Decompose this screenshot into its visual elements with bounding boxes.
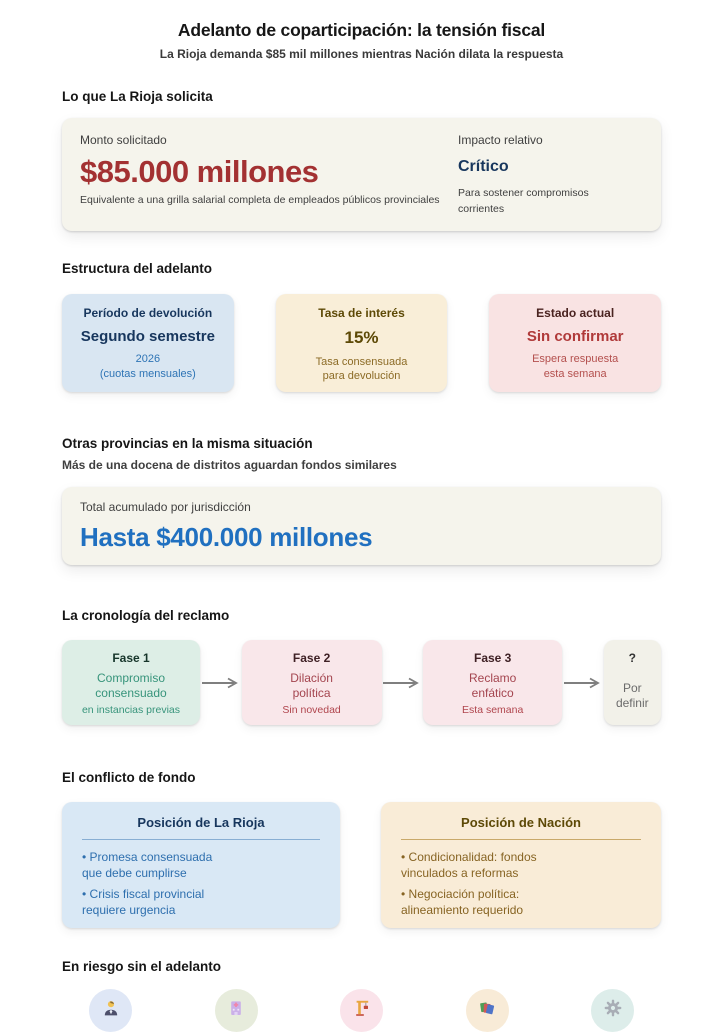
phase-title: Fase 3	[474, 651, 512, 666]
phase-note: en instancias previas	[81, 703, 181, 716]
phase-line: consensuado	[95, 686, 167, 701]
phase-line: definir	[615, 696, 649, 711]
impact-value: Crítico	[458, 158, 509, 176]
phase-line: política	[292, 686, 331, 701]
phase-title: Fase 1	[112, 651, 150, 666]
gear-icon	[603, 998, 623, 1023]
books-icon	[477, 998, 497, 1023]
timeline-arrow-icon	[562, 640, 604, 725]
structure-cards-row: Período de devolución Segundo semestre 2…	[62, 293, 662, 393]
timeline-phase-3: Fase 3 Reclamo enfático Esta semana	[423, 640, 563, 725]
amount-note: Equivalente a una grilla salarial comple…	[80, 193, 440, 206]
phase-line: Por	[622, 680, 642, 695]
bullet-line: • Negociación política:	[401, 887, 520, 902]
bullet-line: • Promesa consensuada	[82, 850, 213, 865]
bullet-line: • Condicionalidad: fondos	[401, 850, 537, 865]
card-title: Estado actual	[536, 305, 615, 320]
card-detail: (cuotas mensuales)	[99, 367, 196, 380]
page-title: Adelanto de coparticipación: la tensión …	[177, 20, 546, 40]
divider	[82, 839, 320, 841]
section-heading-timeline: La cronología del reclamo	[62, 608, 230, 624]
provinces-subheading: Más de una docena de distritos aguardan …	[62, 458, 397, 473]
hospital-icon	[226, 998, 246, 1023]
phase-line: Reclamo	[469, 670, 517, 685]
bullet-line: • Crisis fiscal provincial	[82, 887, 205, 902]
phase-line: Dilación	[290, 670, 333, 685]
card-detail: esta semana	[543, 367, 607, 380]
position-title: Posición de La Rioja	[137, 815, 265, 831]
timeline-arrow-icon	[200, 640, 242, 725]
construction-crane-icon	[352, 998, 372, 1023]
amount-value: $85.000 millones	[80, 154, 319, 190]
request-impact-block: Impacto relativo Crítico Para sostener c…	[458, 134, 643, 217]
timeline-row: Fase 1 Compromiso consensuado en instanc…	[62, 640, 661, 725]
bullet-line: requiere urgencia	[82, 903, 176, 918]
risk-circle-public-works	[340, 989, 383, 1032]
position-bullet: • Crisis fiscal provincial requiere urge…	[82, 886, 320, 918]
card-title: Tasa de interés	[318, 305, 405, 320]
position-bullet: • Promesa consensuada que debe cumplirse	[82, 849, 320, 881]
structure-card-estado: Estado actual Sin confirmar Espera respu…	[489, 293, 662, 393]
card-title: Período de devolución	[83, 305, 213, 320]
card-detail: Tasa consensuada	[315, 355, 408, 368]
card-detail: para devolución	[322, 369, 401, 382]
card-value: 15%	[344, 328, 379, 348]
position-title: Posición de Nación	[461, 815, 581, 831]
impact-note: Para sostener compromisos corrientes	[458, 187, 589, 216]
timeline-phase-2: Fase 2 Dilación política Sin novedad	[241, 640, 382, 725]
section-heading-risk: En riesgo sin el adelanto	[62, 959, 222, 975]
office-worker-icon	[101, 998, 121, 1023]
bullet-line: vinculados a reformas	[401, 866, 519, 881]
card-value: Sin confirmar	[526, 328, 624, 346]
request-amount-block: Monto solicitado $85.000 millones Equiva…	[80, 134, 458, 217]
phase-note: Esta semana	[462, 703, 524, 716]
card-detail: Espera respuesta	[532, 353, 619, 366]
timeline-arrow-icon	[382, 640, 424, 725]
phase-line: Compromiso	[96, 670, 165, 685]
section-heading-structure: Estructura del adelanto	[62, 260, 213, 276]
total-card: Total acumulado por jurisdicción Hasta $…	[62, 487, 661, 566]
position-bullet: • Negociación política: alineamiento req…	[401, 886, 641, 918]
position-card-rioja: Posición de La Rioja • Promesa consensua…	[62, 802, 340, 929]
impact-label: Impacto relativo	[458, 133, 543, 148]
phase-line: enfático	[471, 686, 514, 701]
request-card: Monto solicitado $85.000 millones Equiva…	[62, 118, 661, 231]
risk-icons-row	[62, 989, 661, 1032]
risk-circle-education	[465, 989, 509, 1032]
position-bullet: • Condicionalidad: fondos vinculados a r…	[401, 849, 641, 881]
section-heading-request: Lo que La Rioja solicita	[62, 89, 213, 105]
structure-card-tasa: Tasa de interés 15% Tasa consensuada par…	[275, 293, 448, 393]
timeline-phase-1: Fase 1 Compromiso consensuado en instanc…	[62, 640, 200, 725]
timeline-phase-future: ? Por definir	[603, 640, 661, 725]
total-label: Total acumulado por jurisdicción	[80, 500, 251, 515]
section-heading-provinces: Otras provincias en la misma situación	[62, 436, 313, 452]
structure-card-devolucion: Período de devolución Segundo semestre 2…	[62, 293, 234, 393]
risk-circle-services	[591, 989, 634, 1032]
amount-label: Monto solicitado	[80, 133, 167, 148]
conflict-cards-row: Posición de La Rioja • Promesa consensua…	[62, 802, 661, 929]
card-detail: 2026	[135, 353, 161, 366]
risk-circle-salaries	[89, 989, 132, 1032]
section-heading-conflict: El conflicto de fondo	[62, 769, 196, 785]
phase-title: ?	[628, 651, 636, 666]
card-value: Segundo semestre	[80, 328, 215, 346]
total-value: Hasta $400.000 millones	[80, 522, 373, 553]
bullet-line: alineamiento requerido	[401, 903, 524, 918]
position-card-nacion: Posición de Nación • Condicionalidad: fo…	[381, 802, 661, 929]
divider	[401, 839, 641, 841]
content-container: Lo que La Rioja solicita Monto solicitad…	[62, 89, 662, 1032]
risk-circle-health	[214, 989, 258, 1032]
page-subtitle: La Rioja demanda $85 mil millones mientr…	[159, 47, 564, 62]
bullet-line: que debe cumplirse	[82, 866, 187, 881]
phase-title: Fase 2	[292, 651, 331, 666]
phase-note: Sin novedad	[282, 703, 341, 716]
